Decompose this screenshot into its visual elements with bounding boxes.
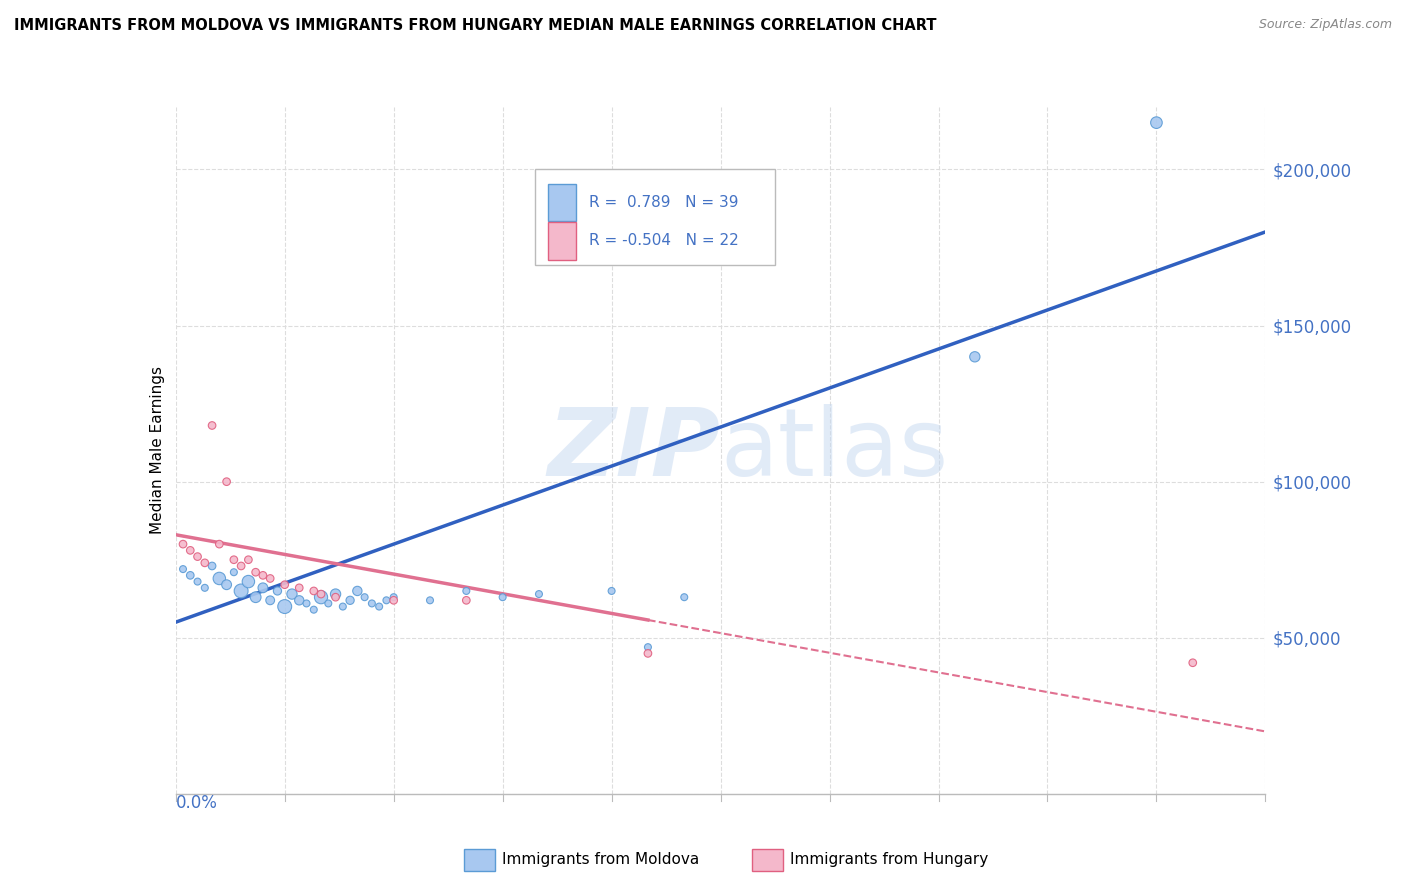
Bar (548, 184, 575, 221)
Point (325, 591, 347, 605)
Point (245, 591, 267, 605)
Point (201, 558, 224, 574)
Point (492, 591, 515, 605)
Text: Source: ZipAtlas.com: Source: ZipAtlas.com (1258, 18, 1392, 31)
Point (353, 591, 375, 605)
Point (527, 587, 550, 601)
Point (266, 583, 288, 598)
Point (295, 596, 318, 610)
Point (456, 583, 478, 598)
Point (963, 350, 986, 364)
Point (245, 566, 267, 580)
Point (368, 599, 391, 614)
Point (222, 566, 245, 580)
Point (186, 574, 209, 589)
Point (375, 593, 398, 607)
Point (208, 571, 231, 585)
Point (179, 543, 201, 558)
Point (339, 593, 361, 607)
Point (215, 578, 238, 592)
Y-axis label: Median Male Earnings: Median Male Earnings (149, 367, 165, 534)
Point (309, 587, 332, 601)
Point (318, 596, 340, 610)
FancyBboxPatch shape (536, 169, 775, 265)
Point (238, 552, 260, 567)
Point (360, 596, 382, 610)
Text: Immigrants from Hungary: Immigrants from Hungary (790, 853, 988, 867)
Text: 0.0%: 0.0% (176, 794, 218, 812)
Bar (548, 222, 575, 260)
Point (673, 591, 696, 605)
Text: IMMIGRANTS FROM MOLDOVA VS IMMIGRANTS FROM HUNGARY MEDIAN MALE EARNINGS CORRELAT: IMMIGRANTS FROM MOLDOVA VS IMMIGRANTS FR… (14, 18, 936, 33)
Point (1181, 656, 1204, 670)
Point (637, 646, 659, 660)
Point (309, 591, 332, 605)
Point (325, 587, 347, 601)
Point (274, 599, 297, 614)
Point (382, 591, 405, 605)
Point (231, 558, 253, 574)
Point (346, 583, 368, 598)
Point (215, 475, 238, 489)
Point (179, 568, 201, 582)
Point (222, 552, 245, 567)
Point (238, 574, 260, 589)
Point (281, 587, 304, 601)
Point (231, 583, 253, 598)
Point (600, 583, 623, 598)
Point (172, 562, 194, 576)
Text: R = -0.504   N = 22: R = -0.504 N = 22 (589, 234, 738, 249)
Point (288, 581, 311, 595)
Text: atlas: atlas (721, 404, 949, 497)
Point (252, 581, 274, 595)
Point (456, 593, 478, 607)
Text: Immigrants from Moldova: Immigrants from Moldova (502, 853, 699, 867)
Text: ZIP: ZIP (548, 404, 721, 497)
Point (302, 583, 325, 598)
Point (194, 581, 217, 595)
Point (201, 418, 224, 433)
Point (194, 556, 217, 570)
Point (382, 593, 405, 607)
Point (288, 593, 311, 607)
Point (302, 603, 325, 617)
Point (186, 549, 209, 564)
Point (274, 578, 297, 592)
Point (419, 593, 441, 607)
Text: R =  0.789   N = 39: R = 0.789 N = 39 (589, 195, 738, 210)
Point (252, 568, 274, 582)
Point (637, 640, 659, 655)
Point (259, 571, 281, 585)
Point (172, 537, 194, 551)
Point (1146, 115, 1168, 129)
Point (259, 593, 281, 607)
Point (208, 537, 231, 551)
Point (332, 599, 354, 614)
